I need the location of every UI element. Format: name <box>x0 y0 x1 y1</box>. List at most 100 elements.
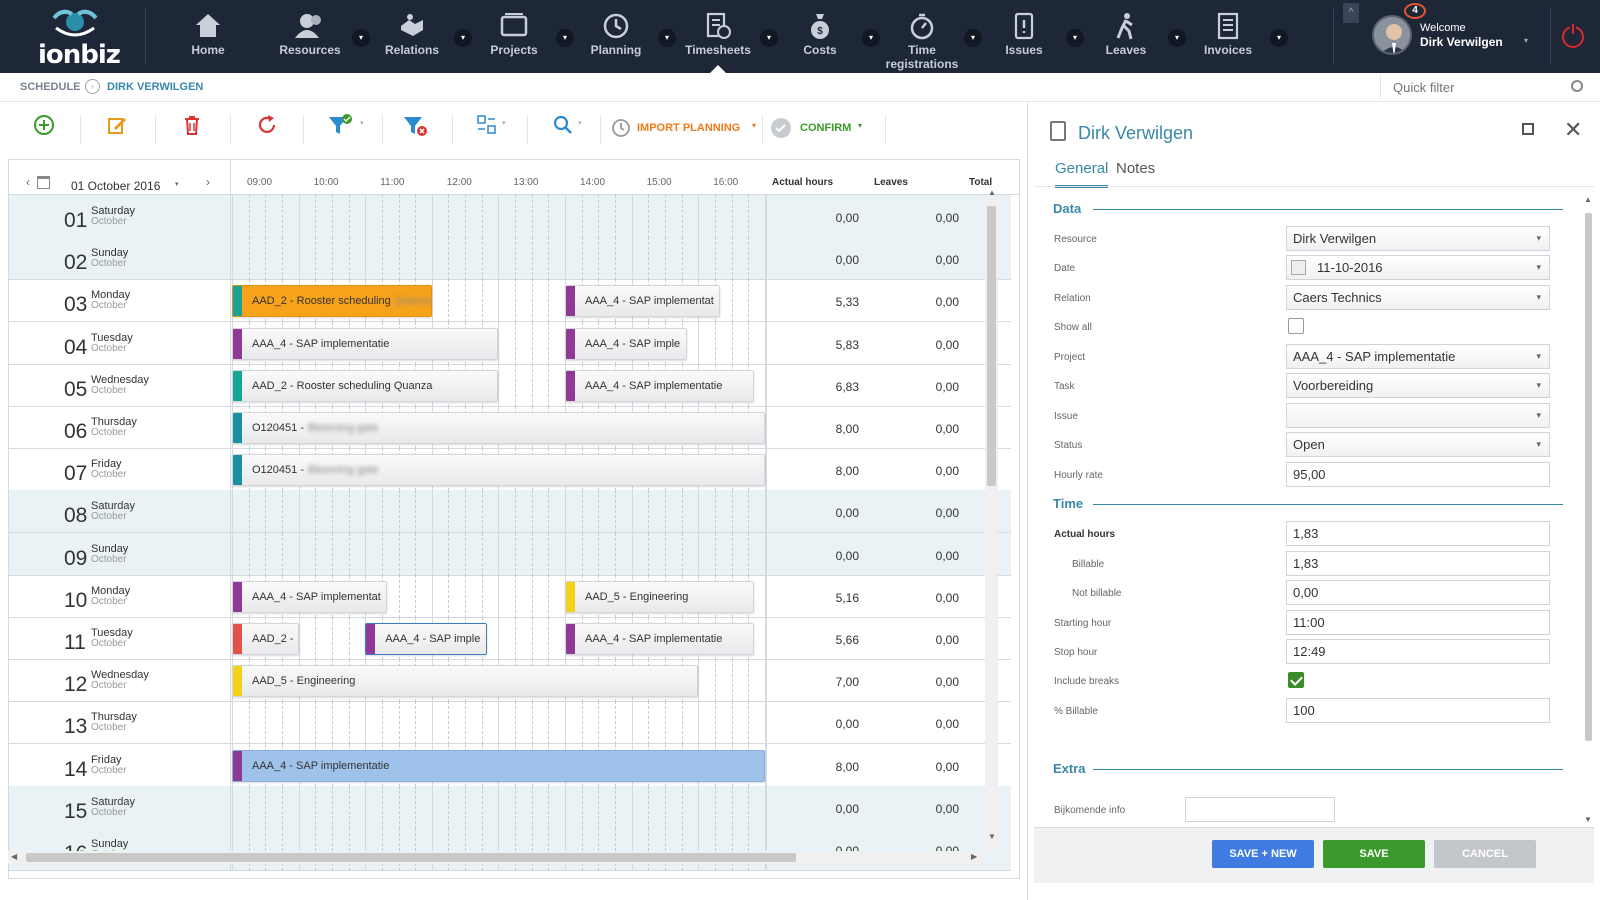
actual-hours-input[interactable]: 1,83 <box>1286 521 1550 546</box>
schedule-row[interactable]: 03 Monday October AAD_2 - Rooster schedulin… <box>9 279 1011 323</box>
nav-item-time-registrations[interactable]: Time registrations ▾ <box>880 0 984 73</box>
add-button[interactable] <box>33 114 55 144</box>
next-date-icon[interactable]: › <box>206 175 210 189</box>
collapse-nav-button[interactable]: ^ <box>1343 3 1359 23</box>
schedule-row[interactable]: 14 Friday October AAA_4 - SAP implementatie… <box>9 743 1011 787</box>
timeline-cell[interactable]: AAA_4 - SAP implementatie <box>232 743 766 787</box>
edit-button[interactable] <box>106 114 128 144</box>
search-icon[interactable] <box>1571 80 1583 92</box>
timeline-cell[interactable]: O120451 - Blooming gate <box>232 448 766 492</box>
schedule-row[interactable]: 01 Saturday October 0,00 0,00 <box>9 195 1011 238</box>
time-entry-bar[interactable]: AAA_4 - SAP implementat <box>232 580 388 613</box>
task-select[interactable]: Voorbereiding <box>1286 373 1550 398</box>
notification-badge[interactable]: 4 <box>1404 3 1426 19</box>
save-new-button[interactable]: SAVE + NEW <box>1212 840 1314 868</box>
timeline-cell[interactable] <box>232 532 766 576</box>
hourly-rate-input[interactable]: 95,00 <box>1286 462 1550 487</box>
timeline-cell[interactable] <box>232 785 766 829</box>
timeline-cell[interactable]: AAD_2 - Rooster scheduling Quanza AAA_4 -… <box>232 363 766 407</box>
ionbiz-logo[interactable]: ionbiz <box>30 6 121 70</box>
resource-select-button[interactable]: ▾ <box>476 114 510 144</box>
scroll-thumb[interactable] <box>26 853 796 862</box>
time-entry-bar[interactable]: O120451 - Blooming gate <box>232 412 765 444</box>
time-entry-bar[interactable]: AAA_4 - SAP implementatie <box>565 369 754 402</box>
not-billable-input[interactable]: 0,00 <box>1286 580 1550 605</box>
col-leaves[interactable]: Leaves <box>874 177 908 188</box>
confirm-button[interactable]: CONFIRM ▾ <box>770 114 870 144</box>
time-entry-bar[interactable]: O120451 - Blooming gate <box>232 454 765 487</box>
schedule-row[interactable]: 02 Sunday October 0,00 0,00 <box>9 237 1011 281</box>
import-planning-button[interactable]: IMPORT PLANNING ▾ <box>610 114 760 144</box>
timeline-cell[interactable]: AAA_4 - SAP implementatie AAA_4 - SAP imp… <box>232 321 766 365</box>
power-icon[interactable] <box>1562 24 1584 48</box>
nav-dropdown-icon[interactable]: ▾ <box>352 29 370 47</box>
timeline-cell[interactable]: AAA_4 - SAP implementat AAD_5 - Engineeri… <box>232 574 766 618</box>
schedule-row[interactable]: 04 Tuesday October AAA_4 - SAP implementati… <box>9 321 1011 365</box>
avatar[interactable] <box>1372 15 1412 55</box>
timeline-cell[interactable]: AAD_5 - Engineering <box>232 659 766 703</box>
starting-hour-input[interactable]: 11:00 <box>1286 610 1550 635</box>
nav-item-leaves[interactable]: Leaves ▾ <box>1084 0 1188 73</box>
cancel-button[interactable]: CANCEL <box>1434 840 1536 868</box>
scroll-thumb[interactable] <box>1585 213 1592 741</box>
schedule-row[interactable]: 05 Wednesday October AAD_2 - Rooster schedu… <box>9 363 1011 407</box>
nav-item-projects[interactable]: Projects ▾ <box>472 0 576 73</box>
user-menu-chevron-icon[interactable]: ▾ <box>1524 36 1529 45</box>
nav-item-relations[interactable]: Relations ▾ <box>370 0 474 73</box>
panel-scrollbar[interactable]: ▲ ▼ <box>1584 195 1592 824</box>
time-entry-bar[interactable]: AAA_4 - SAP imple <box>565 327 688 360</box>
nav-dropdown-icon[interactable]: ▾ <box>1168 29 1186 47</box>
delete-button[interactable] <box>182 114 202 144</box>
time-entry-bar[interactable]: AAD_2 - Rooster scheduling Quanza <box>232 285 432 318</box>
nav-dropdown-icon[interactable]: ▾ <box>1066 29 1084 47</box>
schedule-row[interactable]: 12 Wednesday October AAD_5 - Engineering 7,0… <box>9 659 1011 703</box>
schedule-row[interactable]: 15 Saturday October 0,00 0,00 <box>9 785 1011 829</box>
show-all-checkbox[interactable] <box>1288 318 1304 334</box>
timeline-cell[interactable] <box>232 828 766 871</box>
calendar-icon[interactable] <box>1291 260 1306 275</box>
relation-select[interactable]: Caers Technics <box>1286 285 1550 310</box>
timeline-cell[interactable] <box>232 701 766 745</box>
nav-item-invoices[interactable]: Invoices ▾ <box>1186 0 1290 73</box>
breadcrumb-section[interactable]: SCHEDULE <box>20 81 81 93</box>
nav-item-costs[interactable]: $ Costs ▾ <box>778 0 882 73</box>
schedule-row[interactable]: 07 Friday October O120451 - Blooming gate 8,0… <box>9 448 1011 492</box>
time-entry-bar[interactable]: AAA_4 - SAP implementat <box>565 285 721 318</box>
schedule-row[interactable]: 08 Saturday October 0,00 0,00 <box>9 490 1011 534</box>
stop-hour-input[interactable]: 12:49 <box>1286 639 1550 664</box>
date-dropdown-icon[interactable]: ▾ <box>175 181 179 188</box>
scroll-thumb[interactable] <box>987 206 996 486</box>
schedule-row[interactable]: 10 Monday October AAA_4 - SAP implementat AA… <box>9 574 1011 618</box>
time-entry-bar[interactable]: AAD_5 - Engineering <box>232 665 699 698</box>
timeline-cell[interactable] <box>232 195 766 238</box>
nav-item-resources[interactable]: Resources ▾ <box>268 0 372 73</box>
nav-dropdown-icon[interactable]: ▾ <box>760 29 778 47</box>
schedule-row[interactable]: 09 Sunday October 0,00 0,00 <box>9 532 1011 576</box>
user-name[interactable]: Dirk Verwilgen <box>1420 35 1503 49</box>
clear-filter-button[interactable] <box>403 114 431 144</box>
schedule-row[interactable]: 16SundayOctober0,000,00 <box>9 828 1011 871</box>
close-icon[interactable]: ✕ <box>1564 117 1583 142</box>
nav-dropdown-icon[interactable]: ▾ <box>454 29 472 47</box>
refresh-button[interactable] <box>256 114 278 144</box>
apply-filter-button[interactable]: ▾ <box>328 114 368 144</box>
time-entry-bar[interactable]: AAD_2 - Rooster scheduling Quanza <box>232 369 499 402</box>
nav-item-home[interactable]: Home <box>166 0 270 73</box>
pct-billable-input[interactable]: 100 <box>1286 698 1550 723</box>
time-entry-bar[interactable]: AAD_5 - Engineering <box>565 580 754 613</box>
date-field[interactable]: 11-10-2016 <box>1286 255 1550 280</box>
zoom-button[interactable]: ▾ <box>552 114 586 144</box>
save-button[interactable]: SAVE <box>1323 840 1425 868</box>
timeline-cell[interactable]: AAD_2 - AAA_4 - SAP imple AAA_4 - SAP impl… <box>232 617 766 660</box>
status-select[interactable]: Open <box>1286 432 1550 457</box>
nav-dropdown-icon[interactable]: ▾ <box>1270 29 1288 47</box>
include-breaks-checkbox[interactable] <box>1288 672 1304 688</box>
timeline-cell[interactable] <box>232 237 766 281</box>
nav-dropdown-icon[interactable]: ▾ <box>964 29 982 47</box>
timeline-cell[interactable]: O120451 - Blooming gate <box>232 406 766 449</box>
schedule-row[interactable]: 13 Thursday October 0,00 0,00 <box>9 701 1011 745</box>
prev-date-icon[interactable]: ‹ <box>26 175 30 189</box>
tab-notes[interactable]: Notes <box>1116 160 1156 177</box>
project-select[interactable]: AAA_4 - SAP implementatie <box>1286 344 1550 369</box>
issue-select[interactable] <box>1286 403 1550 428</box>
